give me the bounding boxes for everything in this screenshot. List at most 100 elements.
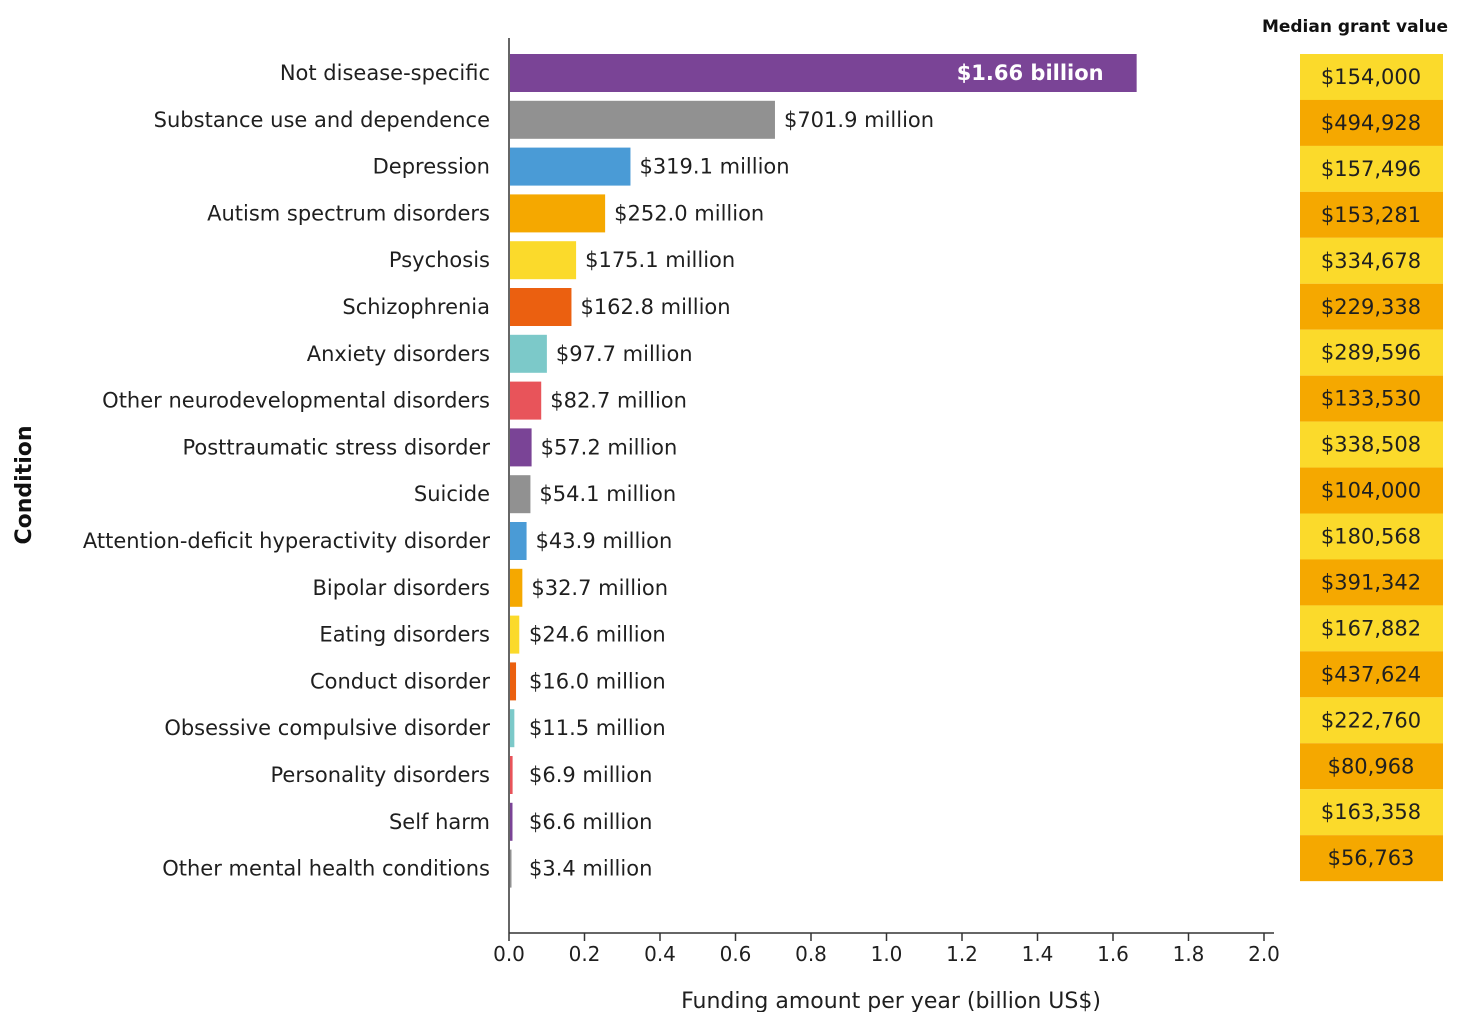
data-label: $24.6 million [529, 623, 666, 647]
median-grant-value: $338,508 [1321, 433, 1421, 457]
median-grant-value: $494,928 [1321, 111, 1421, 135]
x-tick-label: 0.2 [569, 942, 601, 966]
data-label: $252.0 million [614, 201, 764, 225]
x-tick-label: 0.8 [795, 942, 827, 966]
median-grant-value: $180,568 [1321, 525, 1421, 549]
median-grant-cell [1300, 421, 1443, 468]
data-label: $97.7 million [556, 342, 693, 366]
x-tick-label: 1.4 [1022, 942, 1054, 966]
y-axis-title: Condition [12, 425, 37, 544]
median-grant-cell [1300, 513, 1443, 560]
data-label: $82.7 million [550, 389, 687, 413]
category-label: Other neurodevelopmental disorders [102, 389, 490, 413]
category-label: Suicide [414, 482, 490, 506]
median-grant-value: $104,000 [1321, 479, 1421, 503]
bar [510, 241, 577, 280]
bar [510, 802, 513, 841]
median-grant-value: $157,496 [1321, 157, 1421, 181]
data-label: $43.9 million [536, 529, 673, 553]
data-label: $1.66 billion [957, 61, 1104, 85]
bar [510, 568, 523, 607]
median-grant-value: $222,760 [1321, 708, 1421, 732]
category-label: Obsessive compulsive disorder [164, 716, 490, 740]
median-grant-value: $153,281 [1321, 203, 1421, 227]
y-axis-title-group: Condition [12, 425, 37, 544]
median-grant-cell [1300, 651, 1443, 698]
category-label: Eating disorders [319, 623, 490, 647]
category-label: Depression [373, 155, 490, 179]
x-tick-label: 1.6 [1097, 942, 1129, 966]
data-label: $11.5 million [529, 716, 666, 740]
data-label: $162.8 million [580, 295, 730, 319]
median-grant-value: $163,358 [1321, 800, 1421, 824]
median-grant-value: $437,624 [1321, 662, 1421, 686]
x-tick-label: 1.8 [1173, 942, 1205, 966]
median-grant-value: $154,000 [1321, 65, 1421, 89]
x-tick-label: 1.2 [946, 942, 978, 966]
x-axis-title: Funding amount per year (billion US$) [681, 989, 1101, 1012]
median-grant-cell [1300, 467, 1443, 514]
bar [510, 428, 532, 467]
median-grant-cell [1300, 559, 1443, 606]
data-label: $701.9 million [784, 108, 934, 132]
median-grant-cell [1300, 605, 1443, 652]
median-grant-cell [1300, 54, 1443, 100]
bar [510, 522, 527, 560]
bar [510, 54, 1137, 92]
data-label: $175.1 million [585, 248, 735, 272]
category-label: Bipolar disorders [313, 576, 490, 600]
category-label: Conduct disorder [310, 669, 490, 693]
median-grant-cell [1300, 835, 1443, 882]
bar [510, 288, 572, 326]
category-label: Psychosis [389, 248, 490, 272]
bar [510, 194, 606, 233]
x-tick-label: 2.0 [1248, 942, 1280, 966]
median-grant-cell [1300, 329, 1443, 376]
bar [510, 709, 515, 748]
median-grant-cell [1300, 237, 1443, 284]
data-label: $16.0 million [529, 669, 666, 693]
data-label: $6.6 million [529, 810, 652, 834]
median-grant-cell [1300, 743, 1443, 790]
median-grant-column: $154,000 $494,928 $157,496 $153,281 $334,678… [1300, 54, 1443, 882]
category-label: Other mental health conditions [162, 857, 490, 881]
x-tick-label: 0.4 [644, 942, 676, 966]
category-label: Anxiety disorders [307, 342, 490, 366]
data-label: $319.1 million [639, 155, 789, 179]
median-grant-value: $56,763 [1328, 846, 1415, 870]
median-grant-cell [1300, 283, 1443, 330]
bar [510, 147, 631, 186]
category-label: Substance use and dependence [154, 108, 490, 132]
x-tick-label: 0.0 [493, 942, 525, 966]
category-label: Not disease-specific [280, 61, 490, 85]
category-label: Attention-deficit hyperactivity disorder [83, 529, 490, 553]
bar [510, 662, 517, 701]
median-grant-cell [1300, 375, 1443, 422]
bar [510, 475, 531, 514]
data-label: $54.1 million [539, 482, 676, 506]
data-label: $3.4 million [529, 857, 652, 881]
category-label: Schizophrenia [342, 295, 490, 319]
data-label: $6.9 million [529, 763, 652, 787]
category-label: Posttraumatic stress disorder [182, 435, 490, 459]
median-grant-value: $133,530 [1321, 387, 1421, 411]
median-grant-value: $289,596 [1321, 341, 1421, 365]
bar [510, 756, 513, 794]
median-grant-cell [1300, 99, 1443, 146]
median-grant-cell [1300, 697, 1443, 744]
median-grant-value: $391,342 [1321, 570, 1421, 594]
median-grant-cell [1300, 145, 1443, 192]
median-grant-cell [1300, 789, 1443, 836]
bars [510, 54, 1137, 888]
data-label: $32.7 million [531, 576, 668, 600]
data-label: $57.2 million [541, 435, 678, 459]
bar [510, 100, 775, 139]
median-grant-title: Median grant value [1262, 17, 1448, 37]
value-labels: $1.66 billion $701.9 million $319.1 millio… [529, 61, 1104, 881]
median-grant-value: $80,968 [1328, 754, 1415, 778]
category-label: Autism spectrum disorders [207, 201, 490, 225]
bar [510, 334, 547, 373]
median-grant-cell [1300, 191, 1443, 238]
bar [510, 381, 542, 420]
